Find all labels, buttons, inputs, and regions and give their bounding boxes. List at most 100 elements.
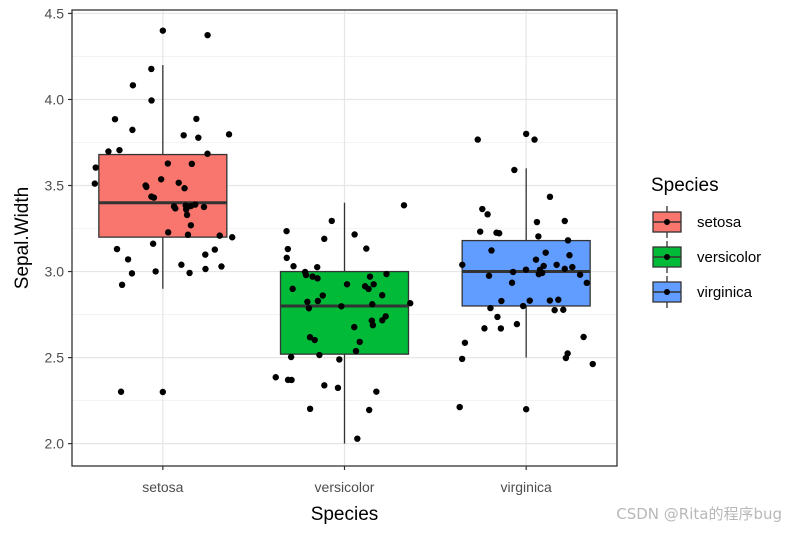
data-point xyxy=(566,252,573,259)
data-point xyxy=(484,211,491,218)
data-point xyxy=(118,281,126,289)
data-point xyxy=(92,164,99,171)
data-point xyxy=(180,132,187,139)
point-layer xyxy=(91,31,596,442)
data-point xyxy=(363,245,370,252)
x-tick-label: versicolor xyxy=(315,479,375,495)
data-point xyxy=(546,193,554,201)
data-point xyxy=(351,231,358,238)
data-point xyxy=(283,227,290,235)
data-point xyxy=(152,268,159,275)
data-point xyxy=(583,279,590,287)
outlier-point xyxy=(159,27,167,34)
data-point xyxy=(458,355,466,363)
watermark: CSDN @Rita的程序bug xyxy=(616,505,782,523)
legend-key-point xyxy=(664,289,670,295)
legend-label-versicolor: versicolor xyxy=(697,249,761,266)
data-point xyxy=(485,272,493,279)
data-point xyxy=(354,435,361,442)
outlier-point xyxy=(522,130,530,138)
data-point xyxy=(306,333,314,341)
data-point xyxy=(334,384,342,392)
data-point xyxy=(91,180,99,187)
data-point xyxy=(459,261,466,268)
data-point xyxy=(211,246,219,253)
data-point xyxy=(546,297,554,304)
data-point xyxy=(225,131,233,138)
data-point xyxy=(314,263,321,271)
legend-label-virginica: virginica xyxy=(697,284,753,301)
data-point xyxy=(526,297,533,304)
data-point xyxy=(479,205,486,213)
legend-key-point xyxy=(664,254,670,260)
data-point xyxy=(304,298,311,305)
y-axis-title: Sepal.Width xyxy=(12,187,33,289)
y-tick-label: 4.0 xyxy=(45,91,65,107)
data-point xyxy=(228,234,236,241)
data-point xyxy=(200,203,208,211)
data-point xyxy=(183,211,191,219)
data-point xyxy=(493,229,500,236)
data-point xyxy=(184,231,192,238)
data-point xyxy=(370,281,377,288)
data-point xyxy=(111,115,119,123)
data-point xyxy=(284,245,292,253)
data-point xyxy=(555,296,562,303)
data-point xyxy=(497,325,505,332)
data-point xyxy=(302,271,310,279)
data-point xyxy=(580,333,587,341)
data-point xyxy=(373,388,380,395)
legend-title: Species xyxy=(651,175,719,196)
data-point xyxy=(352,347,360,355)
data-point xyxy=(560,306,567,313)
y-tick-label: 4.5 xyxy=(45,5,65,21)
data-point xyxy=(474,136,481,143)
outlier-point xyxy=(159,388,167,396)
data-point xyxy=(187,222,195,229)
data-point xyxy=(553,261,560,268)
data-point xyxy=(186,269,193,277)
data-point xyxy=(105,148,112,155)
data-point xyxy=(182,202,189,209)
data-point xyxy=(148,97,155,104)
data-point xyxy=(143,183,150,191)
data-point xyxy=(533,218,541,226)
data-point xyxy=(494,313,501,321)
data-point xyxy=(589,360,596,368)
data-point xyxy=(204,150,211,157)
data-point xyxy=(306,405,314,413)
data-point xyxy=(148,193,155,200)
box-layer xyxy=(98,27,591,444)
data-point xyxy=(561,217,568,225)
data-point xyxy=(407,300,414,307)
data-point xyxy=(369,301,376,308)
data-point xyxy=(498,297,505,305)
data-point xyxy=(202,251,209,258)
box-virginica xyxy=(461,239,591,307)
axis-layer: 2.0 2.5 3.0 3.5 4.0 4.5 setosa versicolor virgin… xyxy=(45,5,553,495)
data-point xyxy=(564,350,571,357)
data-point xyxy=(564,237,572,244)
data-point xyxy=(379,317,386,324)
data-point xyxy=(218,263,225,270)
data-point xyxy=(289,285,296,293)
data-point xyxy=(124,256,132,263)
data-point xyxy=(338,303,345,310)
data-point xyxy=(187,202,194,210)
data-point xyxy=(476,228,484,235)
data-point xyxy=(461,339,469,346)
data-point xyxy=(290,263,297,270)
data-point xyxy=(311,336,318,344)
data-point xyxy=(321,235,328,243)
data-point xyxy=(569,263,576,271)
data-point xyxy=(128,270,136,277)
data-point xyxy=(540,262,547,270)
data-point xyxy=(193,115,200,123)
data-point xyxy=(481,325,488,332)
data-point xyxy=(195,134,202,141)
data-point xyxy=(542,249,549,256)
data-point xyxy=(316,351,323,359)
data-point xyxy=(181,185,188,192)
x-tick-label: setosa xyxy=(142,479,183,495)
data-point xyxy=(511,166,518,174)
